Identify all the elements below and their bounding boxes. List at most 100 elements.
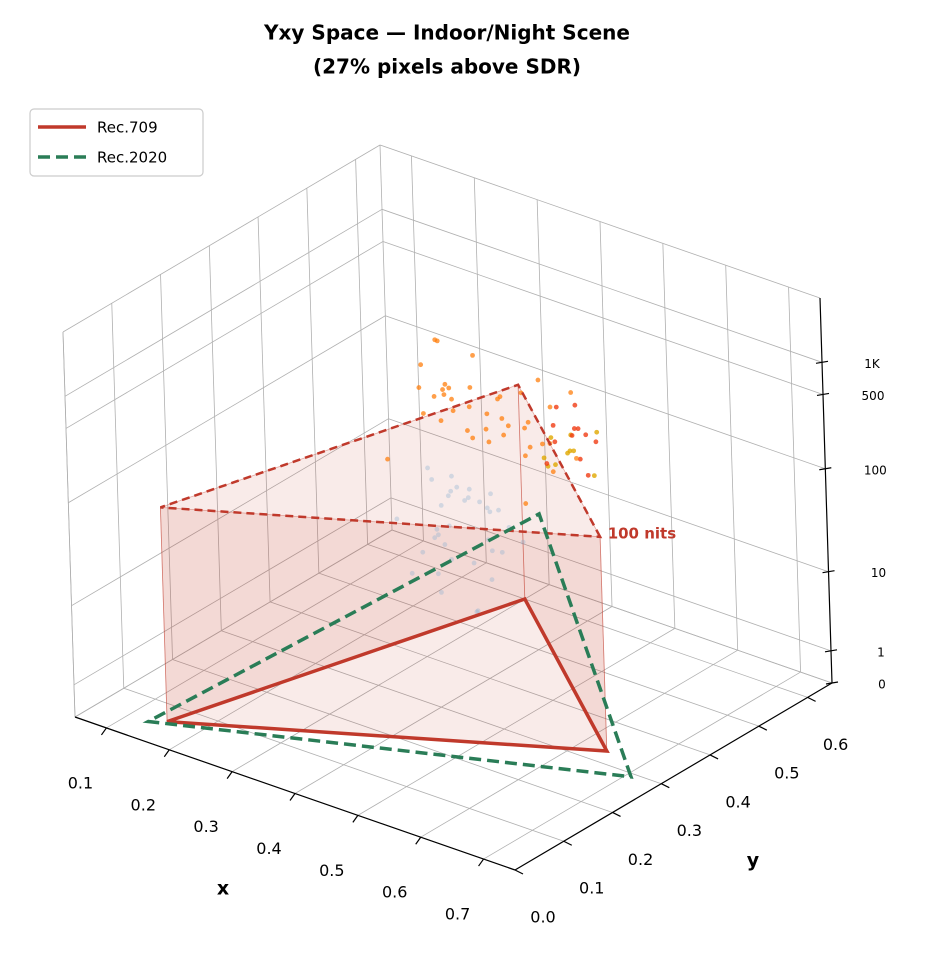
x-tick xyxy=(163,749,170,758)
y-tick-label: 0.1 xyxy=(579,879,604,898)
data-point xyxy=(593,439,599,445)
annotation: 100 nits xyxy=(608,525,677,543)
data-point xyxy=(445,493,451,499)
grid-line xyxy=(788,287,801,673)
data-point xyxy=(441,392,447,398)
data-point xyxy=(466,486,472,492)
data-point xyxy=(467,385,473,390)
data-point xyxy=(394,516,400,522)
data-point xyxy=(434,338,440,344)
data-point xyxy=(547,404,553,410)
data-point xyxy=(470,352,475,358)
x-tick xyxy=(415,836,422,845)
z-tick-label: 0 xyxy=(878,678,886,692)
grid-line xyxy=(73,497,392,686)
grid-line xyxy=(367,544,808,698)
grid-line xyxy=(388,418,829,573)
data-point xyxy=(540,441,545,447)
grid-line xyxy=(420,649,738,838)
x-tick-label: 0.4 xyxy=(256,839,281,858)
data-point xyxy=(435,532,441,538)
data-point xyxy=(442,381,448,387)
z-tick-label: 500 xyxy=(862,389,885,403)
y-tick-label: 0.0 xyxy=(530,908,555,927)
y-tick xyxy=(758,725,768,731)
x-tick xyxy=(352,815,359,823)
data-point xyxy=(550,469,556,475)
data-point xyxy=(462,498,468,503)
grid-line xyxy=(662,243,676,629)
y-tick-label: 0.2 xyxy=(628,850,653,869)
data-point xyxy=(484,505,490,511)
gamut-triangle xyxy=(166,596,610,753)
grid-line xyxy=(294,606,613,794)
data-point xyxy=(527,444,533,450)
grid-line xyxy=(71,418,389,607)
data-point xyxy=(440,387,445,392)
pane-edge xyxy=(62,144,381,333)
data-point xyxy=(466,404,472,410)
data-point xyxy=(541,455,547,461)
grid-line xyxy=(169,562,487,751)
y-tick xyxy=(563,840,573,846)
data-point xyxy=(465,428,470,433)
data-point xyxy=(470,435,476,441)
grid-line xyxy=(65,241,384,429)
grid-line xyxy=(106,540,424,729)
data-point xyxy=(429,477,435,482)
data-point xyxy=(489,548,495,554)
data-point xyxy=(449,473,454,479)
z-tick xyxy=(822,570,835,574)
data-point xyxy=(420,411,426,416)
grid-line xyxy=(123,687,564,842)
data-point xyxy=(499,416,505,421)
data-point xyxy=(439,589,444,595)
data-point xyxy=(489,577,495,583)
x-tick-label: 0.6 xyxy=(382,883,407,902)
legend-label: Rec.2020 xyxy=(97,149,167,167)
data-point xyxy=(450,408,456,414)
grid-line xyxy=(221,630,662,785)
y-axis-label: y xyxy=(747,850,760,872)
data-point xyxy=(486,439,492,445)
x-tick xyxy=(100,727,107,736)
data-point xyxy=(477,499,482,505)
z-tick xyxy=(825,681,839,685)
data-point xyxy=(544,461,550,466)
z-tick xyxy=(816,392,830,397)
chart-title: Yxy Space — Indoor/Night Scene xyxy=(263,21,630,45)
data-point xyxy=(585,472,591,478)
data-point xyxy=(495,396,500,402)
grid-line xyxy=(318,572,759,727)
grid-line xyxy=(599,221,613,607)
data-point xyxy=(550,422,556,428)
data-point xyxy=(572,402,578,408)
grid-line xyxy=(391,529,833,684)
data-point xyxy=(454,484,460,490)
data-point xyxy=(385,456,390,462)
data-point xyxy=(475,608,481,614)
grid-line xyxy=(231,584,550,772)
data-point xyxy=(448,488,454,494)
data-point xyxy=(548,435,554,441)
grid-line xyxy=(381,208,823,363)
data-point xyxy=(449,396,454,402)
z-tick-label: 1K xyxy=(864,357,881,371)
x-tick-label: 0.3 xyxy=(193,817,218,836)
y-tick xyxy=(612,811,621,817)
grid-line xyxy=(725,265,739,651)
data-point xyxy=(591,473,597,479)
data-point xyxy=(483,426,489,432)
data-point xyxy=(552,439,558,445)
data-point xyxy=(446,385,452,391)
data-point xyxy=(432,535,438,541)
grid-line xyxy=(68,315,386,504)
z-tick xyxy=(824,649,838,653)
y-tick xyxy=(661,783,670,789)
data-point xyxy=(434,526,440,532)
data-point xyxy=(571,426,577,431)
grid-line xyxy=(382,241,824,395)
z-tick-label: 10 xyxy=(871,566,886,580)
data-point xyxy=(523,501,529,506)
